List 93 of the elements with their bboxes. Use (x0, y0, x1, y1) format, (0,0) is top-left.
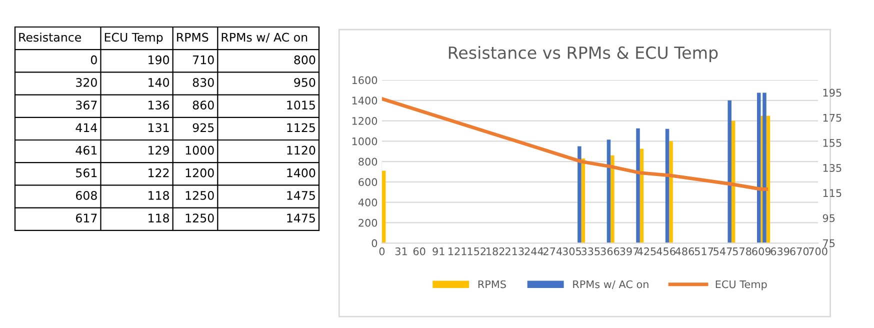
x-tick-label: 547 (714, 248, 732, 256)
category-label: RPMs w/ AC on (222, 32, 308, 43)
y-tick-label: 1400 (352, 96, 378, 105)
line-series (382, 97, 768, 191)
text: 1400 (287, 168, 316, 178)
category-label: Resistance (19, 32, 82, 42)
x-tick-label: 486 (675, 247, 694, 256)
bar (669, 141, 673, 244)
x-tick-label: 517 (694, 248, 714, 256)
text: 136 (148, 100, 170, 110)
text: 190 (148, 55, 170, 64)
text: 414 (76, 123, 98, 132)
text: 1475 (287, 214, 315, 223)
text: 131 (148, 123, 169, 132)
bar (606, 140, 611, 244)
y-tick-label: 400 (358, 198, 378, 206)
x-tick-label: 305 (562, 247, 581, 256)
bar (762, 92, 766, 244)
x-tick-label: 700 (808, 247, 828, 256)
x-tick-label: 366 (600, 247, 620, 256)
text: 129 (148, 146, 169, 155)
x-tick-label: 213 (505, 247, 524, 256)
x-tick-label: 397 (620, 247, 638, 256)
text: 140 (148, 78, 170, 87)
bar (731, 120, 736, 244)
y-tick-label: 200 (358, 218, 378, 227)
y2-tick-label: 95 (822, 214, 835, 222)
text: 461 (76, 146, 97, 155)
bar (382, 170, 386, 244)
category-label: RPMS (177, 32, 208, 42)
x-tick-label: 335 (582, 247, 600, 256)
y-tick-label: 1200 (352, 117, 378, 125)
x-tick-label: 152 (468, 247, 486, 256)
legend-label: ECU Temp (716, 280, 767, 290)
y-tick-label: 1600 (352, 76, 378, 84)
text: 118 (148, 190, 169, 200)
text: 367 (76, 100, 97, 110)
text: 608 (76, 190, 97, 200)
text: 0 (90, 55, 97, 64)
chart-title: Resistance vs RPMs & ECU Temp (448, 46, 718, 62)
text: 561 (76, 168, 97, 178)
y2-tick-label: 195 (823, 88, 842, 97)
text: 830 (192, 78, 214, 87)
x-tick-label: 121 (448, 247, 466, 256)
y2-tick-label: 115 (823, 189, 842, 197)
y-tick-label: 0 (372, 239, 378, 248)
x-tick-label: 31 (395, 247, 407, 256)
text: 1200 (186, 168, 214, 178)
text: 925 (192, 123, 214, 132)
text: 118 (148, 214, 169, 223)
y2-tick-label: 155 (823, 139, 842, 147)
y2-tick-label: 75 (823, 239, 835, 248)
x-tick-label: 670 (790, 247, 809, 256)
y-tick-label: 600 (358, 178, 378, 186)
text: 860 (192, 100, 214, 110)
x-tick-label: 244 (524, 247, 544, 256)
x-tick-label: 91 (432, 247, 444, 256)
y-tick-label: 1000 (352, 137, 378, 146)
text: 122 (148, 168, 169, 178)
x-tick-label: 60 (413, 247, 426, 256)
x-tick-label: 425 (637, 247, 656, 256)
bar (578, 146, 582, 244)
text: 1000 (186, 146, 214, 155)
text: 710 (193, 55, 214, 64)
text: 950 (294, 78, 316, 87)
bar (728, 100, 732, 244)
x-tick-label: 274 (543, 247, 562, 256)
text: 1120 (287, 146, 316, 155)
x-tick-label: 578 (732, 247, 752, 256)
x-tick-label: 456 (656, 247, 676, 256)
y2-tick-label: 135 (823, 164, 842, 172)
legend-label: RPMS (478, 280, 506, 288)
x-tick-label: 182 (486, 247, 504, 256)
bar (766, 116, 770, 244)
text: 1015 (287, 100, 315, 110)
bar (636, 128, 640, 244)
x-tick-label: 0 (379, 247, 385, 256)
text: 617 (76, 214, 97, 223)
category-label: ECU Temp (104, 32, 163, 44)
bar (665, 128, 670, 244)
bar (610, 155, 614, 244)
text: 1475 (287, 191, 315, 200)
bar (757, 92, 761, 244)
x-tick-label: 639 (770, 247, 790, 256)
y-tick-label: 800 (358, 158, 378, 166)
legend-label: RPMs w/ AC on (573, 280, 648, 290)
text: 800 (294, 55, 316, 64)
text: 1250 (186, 214, 214, 223)
y2-tick-label: 175 (823, 114, 842, 122)
text: 1250 (186, 190, 214, 200)
text: 1125 (287, 123, 315, 132)
x-tick-label: 609 (752, 247, 771, 256)
text: 320 (76, 78, 97, 87)
